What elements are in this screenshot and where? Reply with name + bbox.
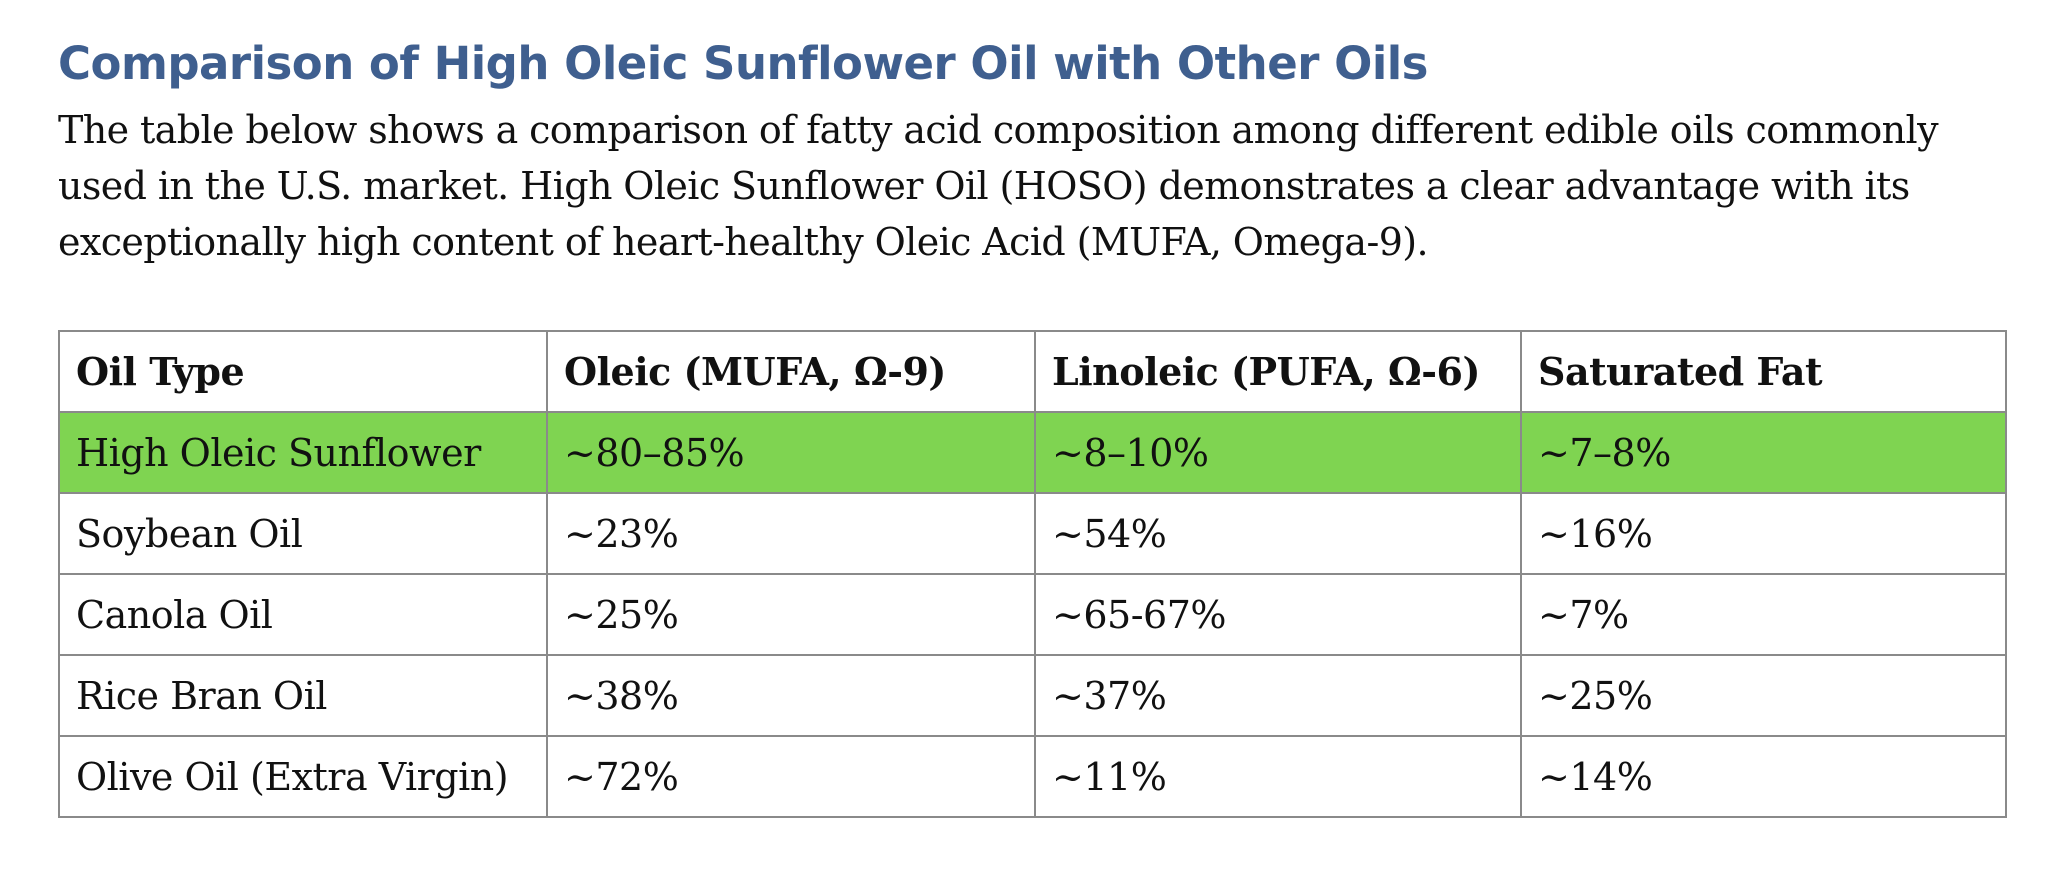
cell-oleic: ~23% <box>546 492 1036 575</box>
header-oil-type: Oil Type <box>58 330 548 413</box>
document-page: Comparison of High Oleic Sunflower Oil w… <box>58 36 2008 270</box>
cell-saturated-fat: ~25% <box>1520 654 2007 737</box>
intro-paragraph: The table below shows a comparison of fa… <box>58 108 1939 264</box>
table-row-high-oleic-sunflower: High Oleic Sunflower ~80–85% ~8–10% ~7–8… <box>58 411 2007 494</box>
cell-oleic: ~25% <box>546 573 1036 656</box>
cell-linoleic: ~54% <box>1034 492 1522 575</box>
cell-saturated-fat: ~16% <box>1520 492 2007 575</box>
cell-oil-type: Soybean Oil <box>58 492 548 575</box>
cell-saturated-fat: ~7% <box>1520 573 2007 656</box>
cell-saturated-fat: ~7–8% <box>1520 411 2007 494</box>
cell-linoleic: ~11% <box>1034 735 1522 818</box>
header-oleic: Oleic (MUFA, Ω-9) <box>546 330 1036 413</box>
page-title: Comparison of High Oleic Sunflower Oil w… <box>58 37 1428 90</box>
cell-oil-type: Canola Oil <box>58 573 548 656</box>
table-row-soybean-oil: Soybean Oil ~23% ~54% ~16% <box>58 492 2007 575</box>
table-row-rice-bran-oil: Rice Bran Oil ~38% ~37% ~25% <box>58 654 2007 737</box>
cell-linoleic: ~37% <box>1034 654 1522 737</box>
cell-linoleic: ~65-67% <box>1034 573 1522 656</box>
oil-comparison-table: Oil Type Oleic (MUFA, Ω-9) Linoleic (PUF… <box>58 330 2007 818</box>
cell-oil-type: High Oleic Sunflower <box>58 411 548 494</box>
cell-oleic: ~38% <box>546 654 1036 737</box>
cell-linoleic: ~8–10% <box>1034 411 1522 494</box>
table-row-canola-oil: Canola Oil ~25% ~65-67% ~7% <box>58 573 2007 656</box>
header-linoleic: Linoleic (PUFA, Ω-6) <box>1034 330 1522 413</box>
cell-oil-type: Rice Bran Oil <box>58 654 548 737</box>
cell-oleic: ~72% <box>546 735 1036 818</box>
cell-oil-type: Olive Oil (Extra Virgin) <box>58 735 548 818</box>
table-header-row: Oil Type Oleic (MUFA, Ω-9) Linoleic (PUF… <box>58 330 2007 413</box>
cell-saturated-fat: ~14% <box>1520 735 2007 818</box>
cell-oleic: ~80–85% <box>546 411 1036 494</box>
table-row-olive-oil: Olive Oil (Extra Virgin) ~72% ~11% ~14% <box>58 735 2007 818</box>
header-saturated-fat: Saturated Fat <box>1520 330 2007 413</box>
